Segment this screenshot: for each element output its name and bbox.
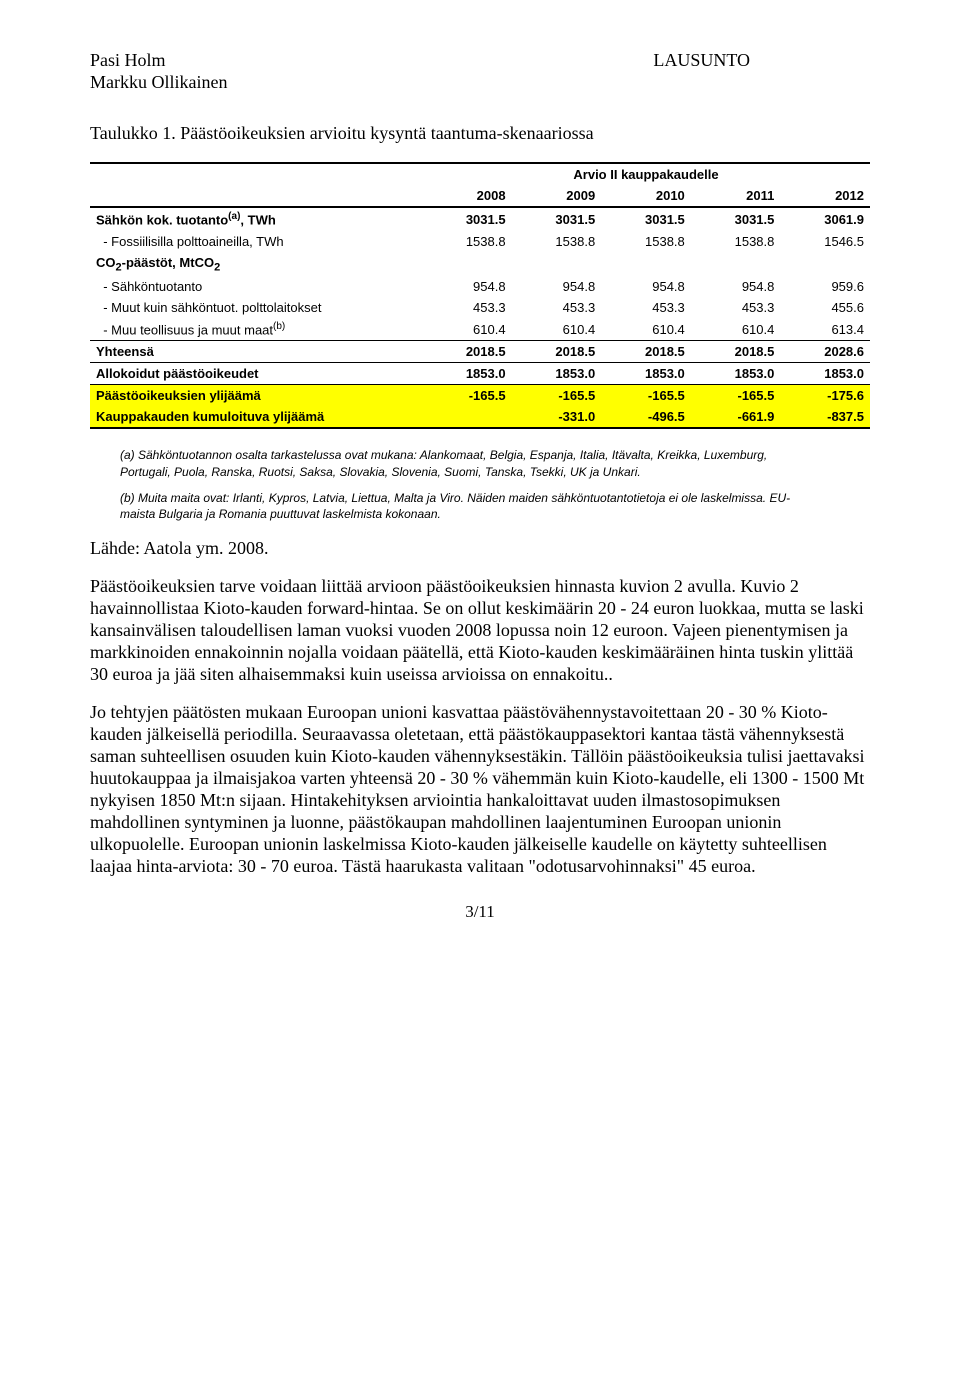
cell-value: 3031.5 bbox=[512, 207, 602, 230]
cell-value bbox=[601, 252, 691, 277]
row-label: - Sähköntuotanto bbox=[90, 276, 422, 297]
table-row: Sähkön kok. tuotanto(a), TWh3031.53031.5… bbox=[90, 207, 870, 230]
cell-value: 3031.5 bbox=[422, 207, 512, 230]
author-2: Markku Ollikainen bbox=[90, 72, 227, 92]
row-label: Yhteensä bbox=[90, 341, 422, 363]
cell-value: -165.5 bbox=[422, 385, 512, 407]
body-text: Lähde: Aatola ym. 2008. Päästöoikeuksien… bbox=[90, 538, 870, 877]
cell-value: -165.5 bbox=[512, 385, 602, 407]
cell-value: -496.5 bbox=[601, 406, 691, 428]
cell-value: 954.8 bbox=[691, 276, 781, 297]
cell-value: 1546.5 bbox=[780, 231, 870, 252]
table-row: - Muu teollisuus ja muut maat(b)610.4610… bbox=[90, 318, 870, 341]
cell-value: 453.3 bbox=[691, 297, 781, 318]
table-row: Kauppakauden kumuloituva ylijäämä-331.0-… bbox=[90, 406, 870, 428]
cell-value: 1853.0 bbox=[512, 363, 602, 385]
table-row: - Sähköntuotanto954.8954.8954.8954.8959.… bbox=[90, 276, 870, 297]
row-label: CO2-päästöt, MtCO2 bbox=[90, 252, 422, 277]
table-row: - Muut kuin sähköntuot. polttolaitokset4… bbox=[90, 297, 870, 318]
year-col: 2008 bbox=[422, 185, 512, 207]
row-label: - Muu teollisuus ja muut maat(b) bbox=[90, 318, 422, 341]
year-col: 2009 bbox=[512, 185, 602, 207]
table-row: Yhteensä2018.52018.52018.52018.52028.6 bbox=[90, 341, 870, 363]
page-number: 3/11 bbox=[90, 902, 870, 922]
source-line: Lähde: Aatola ym. 2008. bbox=[90, 538, 870, 560]
page-header: Pasi Holm Markku Ollikainen LAUSUNTO bbox=[90, 50, 870, 93]
row-label: Kauppakauden kumuloituva ylijäämä bbox=[90, 406, 422, 428]
cell-value: 1853.0 bbox=[601, 363, 691, 385]
row-label: - Fossiilisilla polttoaineilla, TWh bbox=[90, 231, 422, 252]
paragraph-1: Päästöoikeuksien tarve voidaan liittää a… bbox=[90, 576, 870, 686]
cell-value: 2018.5 bbox=[512, 341, 602, 363]
row-label: Päästöoikeuksien ylijäämä bbox=[90, 385, 422, 407]
table-row: - Fossiilisilla polttoaineilla, TWh1538.… bbox=[90, 231, 870, 252]
cell-value: 453.3 bbox=[512, 297, 602, 318]
table-row: CO2-päästöt, MtCO2 bbox=[90, 252, 870, 277]
cell-value: 1538.8 bbox=[691, 231, 781, 252]
cell-value: 1853.0 bbox=[691, 363, 781, 385]
header-authors: Pasi Holm Markku Ollikainen bbox=[90, 50, 227, 93]
row-label: Sähkön kok. tuotanto(a), TWh bbox=[90, 207, 422, 230]
cell-value: 455.6 bbox=[780, 297, 870, 318]
cell-value: -661.9 bbox=[691, 406, 781, 428]
cell-value: 3031.5 bbox=[691, 207, 781, 230]
cell-value: 1538.8 bbox=[422, 231, 512, 252]
paragraph-2: Jo tehtyjen päätösten mukaan Euroopan un… bbox=[90, 702, 870, 878]
cell-value: 954.8 bbox=[512, 276, 602, 297]
row-label: Allokoidut päästöoikeudet bbox=[90, 363, 422, 385]
cell-value: 959.6 bbox=[780, 276, 870, 297]
year-col: 2011 bbox=[691, 185, 781, 207]
cell-value: 610.4 bbox=[601, 318, 691, 341]
cell-value: 1853.0 bbox=[422, 363, 512, 385]
table-header-span: Arvio II kauppakaudelle bbox=[90, 163, 870, 185]
note-b: (b) Muita maita ovat: Irlanti, Kypros, L… bbox=[120, 491, 790, 521]
table-row: Allokoidut päästöoikeudet1853.01853.0185… bbox=[90, 363, 870, 385]
cell-value: 2018.5 bbox=[422, 341, 512, 363]
author-1: Pasi Holm bbox=[90, 50, 166, 70]
cell-value: 2028.6 bbox=[780, 341, 870, 363]
table-notes: (a) Sähköntuotannon osalta tarkastelussa… bbox=[120, 447, 820, 522]
page-container: Pasi Holm Markku Ollikainen LAUSUNTO Tau… bbox=[0, 0, 960, 962]
note-a: (a) Sähköntuotannon osalta tarkastelussa… bbox=[120, 448, 767, 478]
cell-value bbox=[422, 406, 512, 428]
cell-value: -837.5 bbox=[780, 406, 870, 428]
cell-value: 610.4 bbox=[422, 318, 512, 341]
cell-value: -331.0 bbox=[512, 406, 602, 428]
header-doctype: LAUSUNTO bbox=[653, 50, 870, 93]
year-col: 2012 bbox=[780, 185, 870, 207]
table-caption: Taulukko 1. Päästöoikeuksien arvioitu ky… bbox=[90, 123, 870, 144]
year-col: 2010 bbox=[601, 185, 691, 207]
cell-value bbox=[780, 252, 870, 277]
cell-value: -165.5 bbox=[601, 385, 691, 407]
table-body: Sähkön kok. tuotanto(a), TWh3031.53031.5… bbox=[90, 207, 870, 428]
cell-value: 3031.5 bbox=[601, 207, 691, 230]
cell-value: 954.8 bbox=[601, 276, 691, 297]
cell-value: 2018.5 bbox=[601, 341, 691, 363]
cell-value: 453.3 bbox=[422, 297, 512, 318]
cell-value: 610.4 bbox=[691, 318, 781, 341]
cell-value: 2018.5 bbox=[691, 341, 781, 363]
span-heading: Arvio II kauppakaudelle bbox=[422, 163, 870, 185]
cell-value bbox=[512, 252, 602, 277]
cell-value bbox=[422, 252, 512, 277]
cell-value: 3061.9 bbox=[780, 207, 870, 230]
cell-value: 453.3 bbox=[601, 297, 691, 318]
cell-value: 1853.0 bbox=[780, 363, 870, 385]
cell-value: -175.6 bbox=[780, 385, 870, 407]
cell-value: 954.8 bbox=[422, 276, 512, 297]
cell-value: 610.4 bbox=[512, 318, 602, 341]
cell-value: 1538.8 bbox=[512, 231, 602, 252]
data-table: Arvio II kauppakaudelle 2008 2009 2010 2… bbox=[90, 162, 870, 429]
row-label: - Muut kuin sähköntuot. polttolaitokset bbox=[90, 297, 422, 318]
cell-value: 613.4 bbox=[780, 318, 870, 341]
cell-value: -165.5 bbox=[691, 385, 781, 407]
cell-value: 1538.8 bbox=[601, 231, 691, 252]
table-header-years: 2008 2009 2010 2011 2012 bbox=[90, 185, 870, 207]
cell-value bbox=[691, 252, 781, 277]
table-row: Päästöoikeuksien ylijäämä-165.5-165.5-16… bbox=[90, 385, 870, 407]
